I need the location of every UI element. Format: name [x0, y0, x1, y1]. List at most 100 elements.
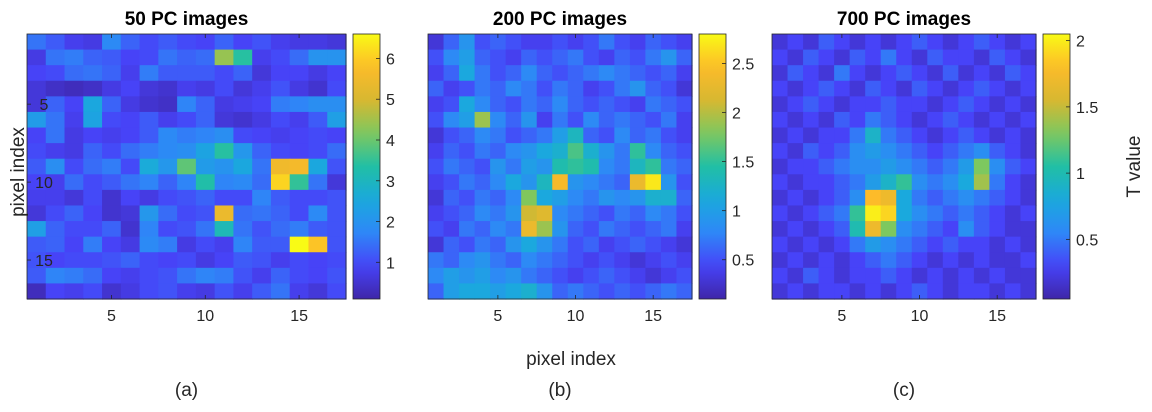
heatmap-cell [834, 143, 851, 160]
heatmap-cell [252, 158, 272, 175]
heatmap-cell [428, 252, 445, 269]
heatmap-cell [896, 236, 913, 253]
heatmap-cell [64, 111, 84, 129]
panel-b: 200 PC images 5 10 15 0.5 1 1.5 2 2.5 (b) [427, 9, 754, 401]
heatmap-cell [177, 174, 197, 191]
heatmap-cell [270, 252, 291, 269]
heatmap-cell [911, 143, 928, 160]
heatmap-cell [1020, 111, 1037, 129]
heatmap-cell [880, 189, 897, 207]
heatmap-cell [158, 49, 178, 66]
colorbar-tick-label: 2 [1076, 34, 1085, 51]
heatmap-cell [598, 111, 615, 129]
heatmap-cell [1020, 96, 1037, 113]
heatmap-cell [64, 252, 84, 269]
heatmap-cell [195, 174, 216, 191]
heatmap-cell [158, 236, 178, 253]
heatmap-cell [834, 96, 851, 113]
heatmap-cell [927, 205, 944, 222]
heatmap-cell [177, 49, 197, 66]
heatmap-cell [942, 34, 959, 51]
heatmap-cell [645, 174, 662, 191]
heatmap-cell [958, 221, 975, 238]
heatmap-cell [289, 236, 310, 253]
heatmap-cell [233, 174, 253, 191]
heatmap-cell [865, 189, 882, 207]
heatmap-cell [521, 174, 538, 191]
heatmap-cell [177, 283, 197, 300]
heatmap-cell [139, 65, 159, 82]
heatmap-cell [803, 49, 820, 66]
heatmap-cell [583, 96, 600, 113]
heatmap-cell [474, 252, 491, 269]
heatmap-cell [139, 205, 159, 222]
heatmap-cell [327, 143, 347, 160]
heatmap-cell [645, 158, 662, 175]
heatmap-cell [849, 158, 866, 175]
heatmap-cell [567, 267, 584, 285]
heatmap-cell [443, 252, 460, 269]
heatmap-cell [195, 189, 216, 207]
heatmap-cell [567, 205, 584, 222]
heatmap-cell [102, 174, 122, 191]
heatmap-cell [27, 158, 47, 175]
heatmap-cells [428, 34, 693, 300]
heatmap-cell [818, 80, 835, 97]
heatmap-cell [120, 283, 141, 300]
heatmap-cell [1004, 111, 1022, 129]
heatmap-cell [911, 34, 928, 51]
heatmap-cell [989, 189, 1006, 207]
heatmap-cell [536, 127, 553, 144]
heatmap-cell [896, 143, 913, 160]
heatmap-cell [45, 189, 66, 207]
heatmap-cell [660, 34, 678, 51]
heatmap-cell [195, 267, 216, 285]
heatmap-cell [849, 143, 866, 160]
heatmap-cell [598, 65, 615, 82]
heatmap-cell [474, 80, 491, 97]
heatmap-cell [973, 49, 991, 66]
heatmap-cell [270, 267, 291, 285]
heatmap-cell [629, 267, 647, 285]
heatmap-cell [989, 96, 1006, 113]
heatmap-cell [64, 96, 84, 113]
heatmap-cell [567, 49, 584, 66]
heatmap-cell [660, 174, 678, 191]
heatmap-cell [973, 252, 991, 269]
heatmap-cell [474, 143, 491, 160]
colorbar-tick-label: 0.5 [1076, 232, 1098, 249]
heatmap-cell [552, 111, 569, 129]
heatmap-cell [139, 236, 159, 253]
heatmap-cell [911, 283, 928, 300]
heatmap-cell [614, 65, 631, 82]
heatmap-cell [459, 49, 476, 66]
heatmap-cell [490, 111, 507, 129]
heatmap-cell [214, 80, 235, 97]
heatmap-cell [989, 111, 1006, 129]
heatmap-cell [942, 111, 959, 129]
heatmap-cell [490, 127, 507, 144]
heatmap-cell [474, 49, 491, 66]
heatmap-cell [629, 96, 647, 113]
heatmap-cell [880, 34, 897, 51]
heatmap-cell [459, 252, 476, 269]
heatmap-cell [521, 143, 538, 160]
heatmap-cell [505, 252, 522, 269]
heatmap-cell [536, 221, 553, 238]
heatmap-cell [629, 252, 647, 269]
heatmap-cell [927, 143, 944, 160]
heatmap-cell [459, 267, 476, 285]
heatmap-cell [629, 34, 647, 51]
heatmap-cell [552, 236, 569, 253]
heatmap-cell [583, 65, 600, 82]
heatmap-cell [327, 252, 347, 269]
heatmap-cell [973, 158, 991, 175]
heatmap-cell [195, 96, 216, 113]
heatmap-cell [927, 65, 944, 82]
heatmap-cell [289, 34, 310, 51]
heatmap-cell [598, 189, 615, 207]
heatmap-cell [195, 111, 216, 129]
heatmap-cell [942, 80, 959, 97]
heatmap-cell [536, 158, 553, 175]
heatmap-cell [428, 205, 445, 222]
